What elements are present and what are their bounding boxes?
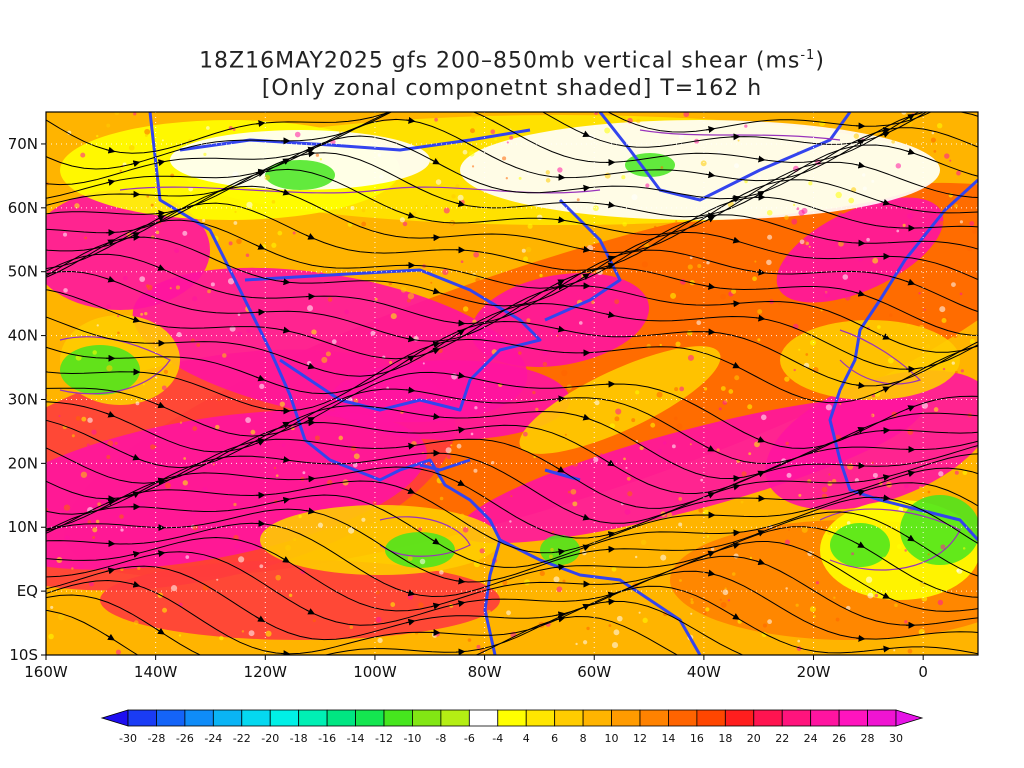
colorbar-swatch — [269, 709, 300, 727]
colorbar-swatch — [355, 709, 385, 727]
colorbar-label: -4 — [492, 732, 503, 745]
colorbar-swatch — [298, 709, 328, 727]
colorbar-label: -26 — [176, 732, 194, 745]
lon-label: 160W — [24, 663, 68, 681]
colorbar-label: -12 — [375, 732, 393, 745]
colorbar-label: -22 — [233, 732, 251, 745]
colorbar-label: 8 — [580, 732, 587, 745]
colorbar-swatch — [639, 709, 669, 727]
colorbar-label: -16 — [318, 732, 336, 745]
colorbar-swatch — [440, 709, 470, 727]
colorbar-swatch — [867, 709, 897, 727]
colorbar-swatch — [212, 709, 243, 727]
lon-label: 140W — [134, 663, 178, 681]
lon-label: 0 — [918, 663, 928, 681]
colorbar-label: -14 — [347, 732, 365, 745]
colorbar-swatch — [383, 709, 413, 727]
colorbar-swatch — [468, 709, 499, 727]
plot-frame — [45, 111, 979, 656]
colorbar-label: -10 — [403, 732, 421, 745]
colorbar-swatch — [326, 709, 356, 727]
lat-lon-grid — [46, 112, 978, 655]
lon-label: 40W — [687, 663, 721, 681]
lon-label: 80W — [468, 663, 502, 681]
lat-label: EQ — [17, 582, 38, 600]
colorbar-swatch — [241, 709, 271, 727]
colorbar-swatch — [184, 709, 214, 727]
colorbar-label: 22 — [775, 732, 789, 745]
colorbar-label: 24 — [804, 732, 818, 745]
colorbar-label: -20 — [261, 732, 279, 745]
colorbar-swatch — [554, 709, 584, 727]
colorbar-label: 28 — [861, 732, 875, 745]
colorbar-swatch — [838, 709, 868, 727]
colorbar-label: 26 — [832, 732, 846, 745]
colorbar-label: 14 — [661, 732, 675, 745]
colorbar-label: -8 — [435, 732, 446, 745]
lat-label: 70N — [8, 135, 38, 153]
colorbar-label: 12 — [633, 732, 647, 745]
lon-label: 60W — [577, 663, 611, 681]
colorbar-label: 16 — [690, 732, 704, 745]
colorbar-swatch — [753, 709, 783, 727]
colorbar-swatch — [156, 709, 186, 727]
lat-label: 50N — [8, 263, 38, 281]
colorbar-label: 4 — [523, 732, 530, 745]
colorbar-swatch — [582, 709, 612, 727]
colorbar-label: 10 — [605, 732, 619, 745]
lat-label: 40N — [8, 327, 38, 345]
colorbar-label: -30 — [119, 732, 137, 745]
colorbar-swatch — [497, 709, 527, 727]
colorbar-swatch — [668, 709, 698, 727]
colorbar-swatch — [611, 709, 641, 727]
colorbar-swatch — [412, 709, 442, 727]
lat-label: 30N — [8, 390, 38, 408]
lat-label: 10N — [8, 518, 38, 536]
colorbar-label: -18 — [290, 732, 308, 745]
chart-title-line2: [Only zonal componetnt shaded] T=162 h — [261, 76, 763, 101]
colorbar-label: 6 — [551, 732, 558, 745]
colorbar-swatch — [127, 709, 157, 727]
colorbar-label: 20 — [747, 732, 761, 745]
colorbar-label: 18 — [718, 732, 732, 745]
colorbar-label: -24 — [204, 732, 222, 745]
colorbar-label: 30 — [889, 732, 903, 745]
lon-label: 20W — [797, 663, 831, 681]
lat-label: 60N — [8, 199, 38, 217]
colorbar-swatch — [810, 709, 840, 727]
lat-label: 20N — [8, 454, 38, 472]
longitude-labels: 160W 140W 120W 100W 80W 60W 40W 20W 0 — [24, 655, 928, 681]
chart-title-line1: 18Z16MAY2025 gfs 200–850mb vertical shea… — [199, 48, 825, 74]
lat-label: 10S — [9, 646, 38, 664]
lon-label: 100W — [353, 663, 397, 681]
lon-label: 120W — [244, 663, 288, 681]
colorbar-swatch — [781, 709, 812, 727]
colorbar: -30 -28 -26 -24 -22 -20 -18 -16 -14 -12 -10 -8 -6 -4 4… — [100, 709, 924, 745]
colorbar-swatch — [724, 709, 755, 727]
colorbar-swatch — [525, 709, 556, 727]
colorbar-label: -6 — [464, 732, 475, 745]
colorbar-swatch — [696, 709, 726, 727]
latitude-labels: 70N 60N 50N 40N 30N 20N 10N EQ 10S — [8, 135, 46, 664]
colorbar-label: -28 — [147, 732, 165, 745]
